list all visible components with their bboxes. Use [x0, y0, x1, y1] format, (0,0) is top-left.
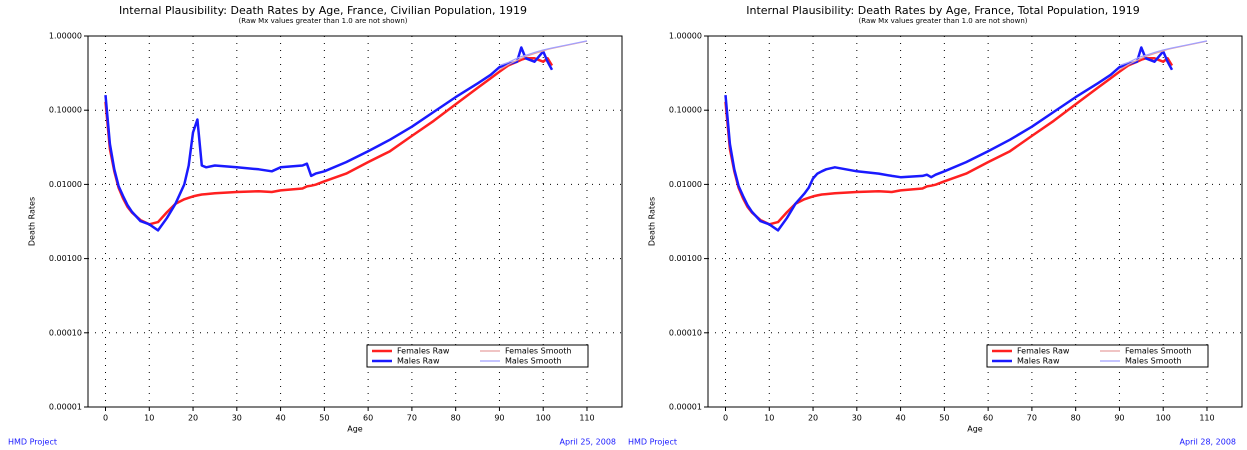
- x-tick-label: 110: [1199, 414, 1214, 423]
- chart-title: Internal Plausibility: Death Rates by Ag…: [746, 4, 1139, 17]
- legend-label: Females Smooth: [1125, 347, 1192, 356]
- y-tick-label: 0.00001: [669, 403, 702, 412]
- chart-title: Internal Plausibility: Death Rates by Ag…: [119, 4, 527, 17]
- plot-frame: [87, 35, 623, 408]
- y-axis-label: Death Rates: [648, 197, 657, 246]
- x-tick-label: 90: [1114, 414, 1124, 423]
- legend-box: [366, 344, 589, 368]
- y-tick-label: 0.01000: [49, 180, 82, 189]
- legend-label: Males Raw: [1017, 357, 1060, 366]
- legend-box: [986, 344, 1209, 368]
- x-tick-label: 10: [144, 414, 154, 423]
- series-line: [499, 40, 588, 71]
- x-tick-label: 30: [232, 414, 242, 423]
- x-tick-label: 100: [536, 414, 551, 423]
- plot-frame: [707, 35, 1243, 408]
- footer-left: HMD Project: [628, 438, 677, 447]
- legend-label: Females Raw: [397, 347, 450, 356]
- legend-label: Males Smooth: [1125, 357, 1182, 366]
- x-tick-label: 50: [319, 414, 329, 423]
- y-tick-label: 0.00100: [669, 254, 702, 263]
- chart-subtitle: (Raw Mx values greater than 1.0 are not …: [239, 17, 408, 25]
- series-line: [104, 46, 554, 232]
- x-tick-label: 40: [275, 414, 285, 423]
- x-tick-label: 0: [103, 414, 108, 423]
- series-line: [724, 46, 1174, 232]
- legend-label: Females Raw: [1017, 347, 1070, 356]
- x-tick-label: 20: [808, 414, 818, 423]
- x-tick-label: 10: [764, 414, 774, 423]
- x-tick-label: 90: [494, 414, 504, 423]
- chart-panel: Internal Plausibility: Death Rates by Ag…: [628, 4, 1243, 447]
- footer-right: April 28, 2008: [1180, 438, 1236, 447]
- series-line: [499, 40, 588, 67]
- y-tick-label: 0.01000: [669, 180, 702, 189]
- y-tick-label: 1.00000: [669, 32, 702, 41]
- y-tick-label: 0.00100: [49, 254, 82, 263]
- x-tick-label: 70: [1027, 414, 1037, 423]
- y-tick-label: 0.00001: [49, 403, 82, 412]
- series-line: [724, 57, 1174, 226]
- x-tick-label: 80: [451, 414, 461, 423]
- x-tick-label: 0: [723, 414, 728, 423]
- x-tick-label: 100: [1156, 414, 1171, 423]
- x-axis-label: Age: [967, 425, 983, 434]
- x-tick-label: 60: [363, 414, 373, 423]
- x-tick-label: 60: [983, 414, 993, 423]
- footer-left: HMD Project: [8, 438, 57, 447]
- x-tick-label: 20: [188, 414, 198, 423]
- x-tick-label: 40: [895, 414, 905, 423]
- x-tick-label: 50: [939, 414, 949, 423]
- series-line: [104, 57, 554, 226]
- series-line: [1119, 40, 1208, 71]
- y-tick-label: 0.10000: [49, 106, 82, 115]
- legend-label: Females Smooth: [505, 347, 572, 356]
- legend-label: Males Smooth: [505, 357, 562, 366]
- legend-label: Males Raw: [397, 357, 440, 366]
- footer-right: April 25, 2008: [560, 438, 616, 447]
- y-tick-label: 0.10000: [669, 106, 702, 115]
- x-tick-label: 70: [407, 414, 417, 423]
- x-tick-label: 30: [852, 414, 862, 423]
- y-tick-label: 0.00010: [49, 328, 82, 337]
- chart-subtitle: (Raw Mx values greater than 1.0 are not …: [859, 17, 1028, 25]
- y-tick-label: 0.00010: [669, 328, 702, 337]
- y-tick-label: 1.00000: [49, 32, 82, 41]
- x-axis-label: Age: [347, 425, 363, 434]
- y-axis-label: Death Rates: [28, 197, 37, 246]
- chart-panel: Internal Plausibility: Death Rates by Ag…: [8, 4, 623, 447]
- x-tick-label: 110: [579, 414, 594, 423]
- series-line: [1119, 40, 1208, 67]
- x-tick-label: 80: [1071, 414, 1081, 423]
